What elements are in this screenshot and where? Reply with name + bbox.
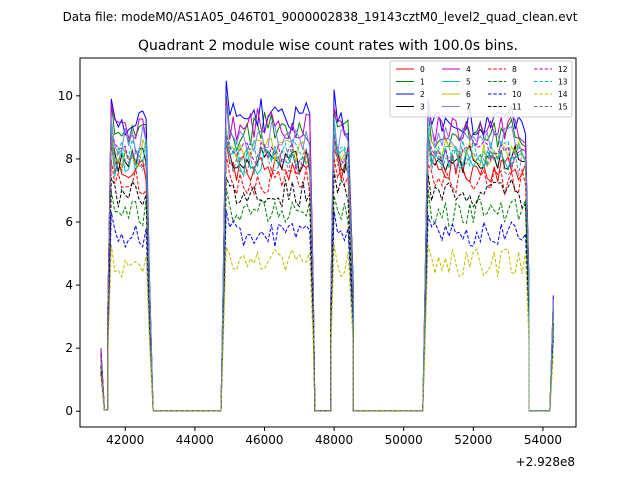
series-line-6 xyxy=(100,122,554,412)
legend-label-5: 5 xyxy=(466,78,471,87)
x-axis: 42000 44000 46000 48000 50000 52000 54000 xyxy=(106,427,562,447)
legend-label-6: 6 xyxy=(466,90,471,99)
legend-label-3: 3 xyxy=(420,103,425,112)
x-tick-label: 52000 xyxy=(454,433,492,447)
legend-label-10: 10 xyxy=(512,90,522,99)
y-tick-label: 6 xyxy=(65,215,73,229)
legend-label-13: 13 xyxy=(558,78,568,87)
y-tick-label: 8 xyxy=(65,152,73,166)
y-tick-label: 2 xyxy=(65,341,73,355)
legend-label-0: 0 xyxy=(420,65,425,74)
series-line-9 xyxy=(100,188,554,412)
series-line-0 xyxy=(100,138,554,412)
series-line-12 xyxy=(100,134,554,412)
series-line-10 xyxy=(100,210,554,412)
series-line-8 xyxy=(100,155,554,412)
legend-label-8: 8 xyxy=(512,65,517,74)
y-tick-label: 10 xyxy=(58,89,73,103)
legend-label-7: 7 xyxy=(466,103,471,112)
y-axis: 0 2 4 6 8 10 xyxy=(58,89,80,418)
y-tick-label: 4 xyxy=(65,278,73,292)
x-tick-label: 42000 xyxy=(106,433,144,447)
plot-frame xyxy=(79,57,577,428)
legend-box xyxy=(389,60,573,118)
x-tick-label: 46000 xyxy=(245,433,283,447)
legend-label-1: 1 xyxy=(420,78,425,87)
series-line-4 xyxy=(100,100,554,412)
legend-label-15: 15 xyxy=(558,103,568,112)
series-line-15 xyxy=(100,134,554,412)
series-line-11 xyxy=(100,170,554,412)
y-tick-label: 0 xyxy=(65,404,73,418)
x-tick-label: 44000 xyxy=(176,433,214,447)
legend-label-11: 11 xyxy=(512,103,522,112)
x-offset-label: +2.928e8 xyxy=(516,455,575,469)
x-tick-label: 48000 xyxy=(315,433,353,447)
x-tick-label: 54000 xyxy=(524,433,562,447)
series-line-2 xyxy=(100,80,554,412)
series-line-7 xyxy=(100,105,554,412)
legend-label-14: 14 xyxy=(558,90,568,99)
legend-label-12: 12 xyxy=(558,65,568,74)
series-line-14 xyxy=(100,244,554,412)
legend-label-4: 4 xyxy=(466,65,471,74)
x-tick-label: 50000 xyxy=(385,433,423,447)
chart-title: Quadrant 2 module wise count rates with … xyxy=(138,38,518,54)
suptitle: Data file: modeM0/AS1A05_046T01_90000028… xyxy=(63,10,578,24)
legend-label-2: 2 xyxy=(420,90,425,99)
legend-label-9: 9 xyxy=(512,78,517,87)
plot-area xyxy=(79,57,577,428)
series-line-13 xyxy=(100,122,554,412)
